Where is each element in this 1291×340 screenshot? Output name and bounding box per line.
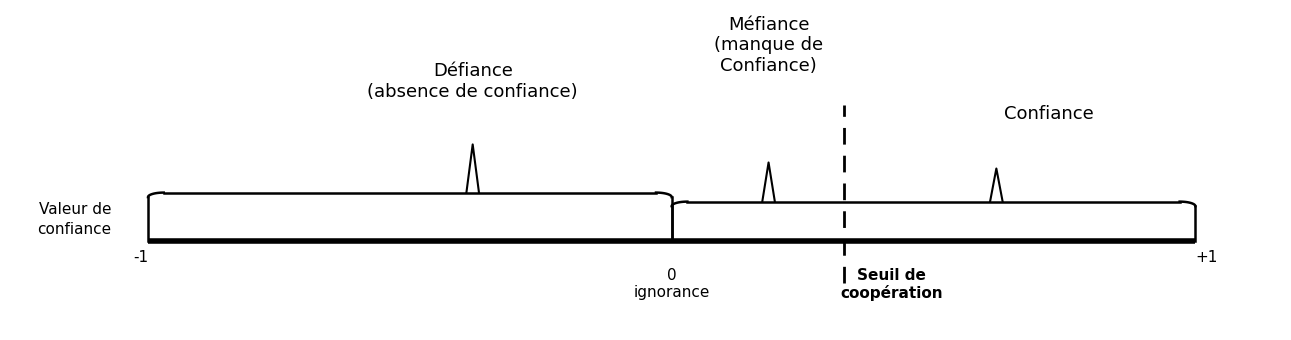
Text: Défiance
(absence de confiance): Défiance (absence de confiance) bbox=[368, 62, 578, 101]
Text: -1: -1 bbox=[133, 250, 148, 265]
Text: +1: +1 bbox=[1195, 250, 1217, 265]
Text: Confiance: Confiance bbox=[1004, 105, 1093, 123]
Text: 0
ignorance: 0 ignorance bbox=[634, 268, 710, 300]
Text: Méfiance
(manque de
Confiance): Méfiance (manque de Confiance) bbox=[714, 16, 824, 75]
Text: Seuil de
coopération: Seuil de coopération bbox=[840, 268, 942, 302]
Text: Valeur de
confiance: Valeur de confiance bbox=[37, 202, 111, 237]
